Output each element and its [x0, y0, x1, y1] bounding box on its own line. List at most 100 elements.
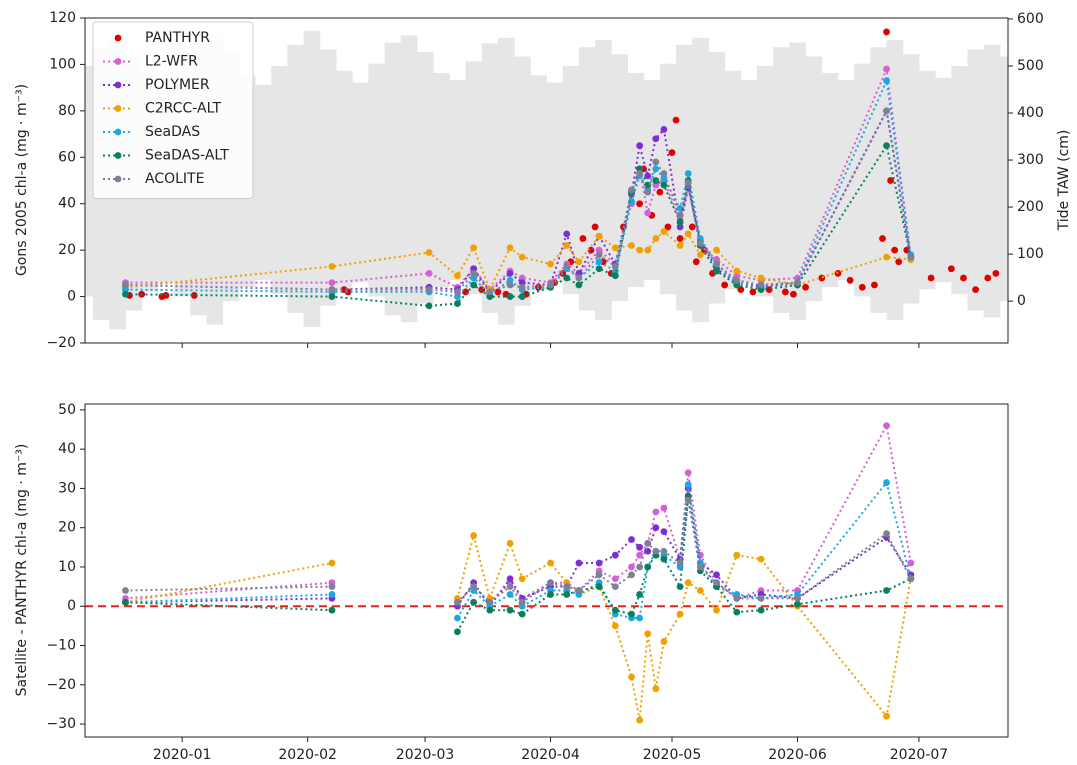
- data-point: [506, 293, 514, 300]
- data-point: [628, 673, 635, 681]
- tide-band: [805, 56, 823, 302]
- data-point: [506, 575, 514, 583]
- y-tick-label: 60: [58, 149, 76, 165]
- tide-band: [983, 44, 1001, 318]
- data-point: [595, 265, 603, 273]
- data-point: [547, 591, 554, 598]
- tide-band: [449, 80, 467, 280]
- data-point: [676, 211, 684, 219]
- y-tick-label: −30: [46, 716, 76, 732]
- y2-tick-label: 0: [1017, 293, 1026, 309]
- data-point: [688, 223, 696, 231]
- data-point: [486, 598, 494, 606]
- data-point: [506, 583, 514, 591]
- data-point: [713, 579, 720, 587]
- data-point: [660, 555, 668, 563]
- legend-label: SeaDAS: [145, 124, 200, 140]
- data-point: [676, 559, 684, 567]
- x-tick-label: 2020-04: [521, 747, 580, 763]
- data-point: [636, 200, 644, 208]
- data-point: [494, 288, 502, 296]
- tide-band: [611, 54, 628, 302]
- tide-band: [999, 56, 1008, 302]
- data-point: [895, 258, 903, 266]
- y-tick-label: 120: [49, 10, 76, 26]
- data-point: [696, 587, 704, 594]
- data-point: [506, 606, 514, 614]
- data-point: [611, 583, 619, 591]
- data-point: [611, 622, 619, 630]
- y2-axis-label: Tide TAW (cm): [1056, 130, 1072, 232]
- tide-band: [951, 65, 969, 295]
- tide-band: [303, 30, 321, 328]
- series-line: [125, 500, 912, 604]
- data-point: [595, 232, 603, 240]
- data-point: [547, 281, 554, 289]
- tide-band: [789, 42, 807, 320]
- data-point: [575, 258, 583, 266]
- data-point: [506, 244, 514, 252]
- legend-marker: [114, 105, 122, 112]
- data-point: [907, 253, 915, 261]
- legend-marker: [114, 34, 122, 42]
- x-tick-label: 2020-06: [768, 747, 827, 763]
- data-point: [672, 116, 680, 124]
- x-tick-label: 2020-02: [278, 747, 337, 763]
- legend-label: PANTHYR: [145, 30, 210, 46]
- data-point: [660, 638, 668, 645]
- data-point: [733, 551, 741, 559]
- data-point: [692, 258, 700, 266]
- data-point: [891, 246, 899, 254]
- data-point: [547, 260, 554, 268]
- tide-band: [481, 43, 499, 313]
- data-point: [575, 274, 583, 282]
- data-point: [470, 598, 478, 606]
- data-point: [328, 591, 336, 598]
- tide-band: [335, 70, 353, 290]
- data-point: [757, 274, 765, 282]
- data-point: [454, 598, 461, 606]
- y-tick-label: 40: [58, 196, 76, 212]
- tide-band: [352, 82, 369, 283]
- data-point: [757, 281, 765, 289]
- y-tick-label: 20: [58, 242, 76, 258]
- y-tick-label: −20: [46, 335, 76, 351]
- data-point: [972, 286, 980, 294]
- data-point: [328, 293, 336, 300]
- tide-band: [708, 51, 726, 304]
- data-point: [684, 496, 692, 504]
- data-point: [506, 281, 514, 289]
- data-point: [328, 583, 336, 591]
- data-point: [122, 290, 129, 298]
- data-point: [425, 302, 433, 310]
- data-point: [883, 530, 890, 537]
- data-point: [636, 614, 644, 622]
- data-point: [684, 179, 692, 187]
- data-point: [652, 158, 660, 166]
- data-point: [425, 286, 433, 294]
- data-point: [879, 235, 886, 242]
- tide-band: [724, 70, 742, 290]
- data-point: [660, 170, 668, 177]
- x-tick-label: 2020-07: [890, 747, 949, 763]
- y2-tick-label: 300: [1017, 152, 1044, 168]
- data-point: [660, 126, 668, 133]
- data-point: [611, 272, 619, 280]
- data-point: [696, 251, 704, 259]
- data-point: [652, 547, 660, 555]
- series-line: [125, 488, 912, 608]
- data-point: [713, 246, 720, 254]
- data-point: [486, 606, 494, 614]
- tide-band: [659, 63, 677, 295]
- data-point: [595, 258, 603, 266]
- tide-band: [837, 80, 855, 280]
- data-point: [595, 251, 603, 259]
- data-point: [595, 583, 603, 591]
- data-point: [883, 253, 890, 261]
- tide-band: [967, 49, 985, 311]
- data-point: [122, 598, 129, 606]
- tide-band: [757, 65, 774, 297]
- data-point: [644, 246, 652, 254]
- data-point: [644, 630, 652, 638]
- data-point: [696, 239, 704, 247]
